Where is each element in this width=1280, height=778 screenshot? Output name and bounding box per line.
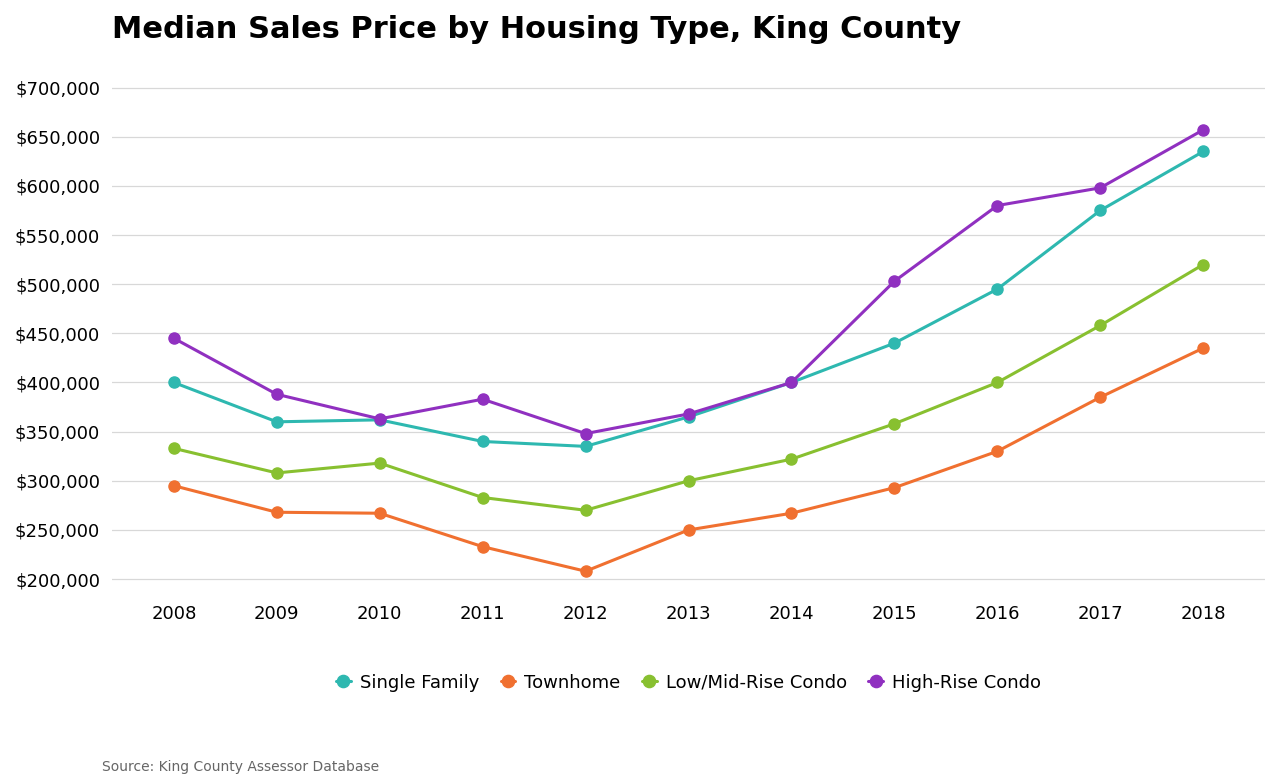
High-Rise Condo bbox=[783, 378, 799, 387]
Low/Mid-Rise Condo bbox=[577, 506, 593, 515]
Line: Single Family: Single Family bbox=[168, 146, 1208, 452]
Single Family bbox=[681, 412, 696, 422]
Line: Townhome: Townhome bbox=[168, 342, 1208, 576]
Low/Mid-Rise Condo bbox=[269, 468, 284, 478]
High-Rise Condo bbox=[269, 390, 284, 399]
Line: High-Rise Condo: High-Rise Condo bbox=[168, 124, 1208, 439]
Single Family bbox=[1196, 147, 1211, 156]
Single Family bbox=[1093, 206, 1108, 216]
Line: Low/Mid-Rise Condo: Low/Mid-Rise Condo bbox=[168, 259, 1208, 516]
Townhome bbox=[166, 481, 182, 490]
Townhome bbox=[372, 509, 388, 518]
Single Family bbox=[166, 378, 182, 387]
Low/Mid-Rise Condo bbox=[166, 443, 182, 453]
Single Family bbox=[783, 378, 799, 387]
Text: Source: King County Assessor Database: Source: King County Assessor Database bbox=[102, 760, 380, 774]
Townhome bbox=[989, 447, 1005, 456]
Low/Mid-Rise Condo bbox=[1093, 321, 1108, 330]
High-Rise Condo bbox=[1196, 125, 1211, 135]
High-Rise Condo bbox=[475, 394, 490, 404]
Townhome bbox=[681, 525, 696, 534]
Low/Mid-Rise Condo bbox=[887, 419, 902, 429]
Townhome bbox=[269, 507, 284, 517]
Townhome bbox=[887, 483, 902, 492]
High-Rise Condo bbox=[989, 201, 1005, 210]
Townhome bbox=[1093, 393, 1108, 402]
Single Family bbox=[269, 417, 284, 426]
High-Rise Condo bbox=[1093, 183, 1108, 192]
Low/Mid-Rise Condo bbox=[475, 492, 490, 502]
Legend: Single Family, Townhome, Low/Mid-Rise Condo, High-Rise Condo: Single Family, Townhome, Low/Mid-Rise Co… bbox=[329, 666, 1048, 699]
Single Family bbox=[989, 285, 1005, 294]
High-Rise Condo bbox=[577, 429, 593, 438]
Townhome bbox=[475, 542, 490, 552]
Low/Mid-Rise Condo bbox=[372, 458, 388, 468]
Townhome bbox=[1196, 343, 1211, 352]
High-Rise Condo bbox=[372, 414, 388, 423]
Single Family bbox=[372, 415, 388, 425]
Low/Mid-Rise Condo bbox=[1196, 260, 1211, 269]
High-Rise Condo bbox=[887, 276, 902, 286]
Low/Mid-Rise Condo bbox=[989, 378, 1005, 387]
High-Rise Condo bbox=[166, 334, 182, 343]
High-Rise Condo bbox=[681, 409, 696, 419]
Townhome bbox=[783, 509, 799, 518]
Low/Mid-Rise Condo bbox=[681, 476, 696, 485]
Low/Mid-Rise Condo bbox=[783, 454, 799, 464]
Text: Median Sales Price by Housing Type, King County: Median Sales Price by Housing Type, King… bbox=[113, 15, 961, 44]
Single Family bbox=[475, 436, 490, 446]
Single Family bbox=[577, 442, 593, 451]
Townhome bbox=[577, 566, 593, 576]
Single Family bbox=[887, 338, 902, 348]
